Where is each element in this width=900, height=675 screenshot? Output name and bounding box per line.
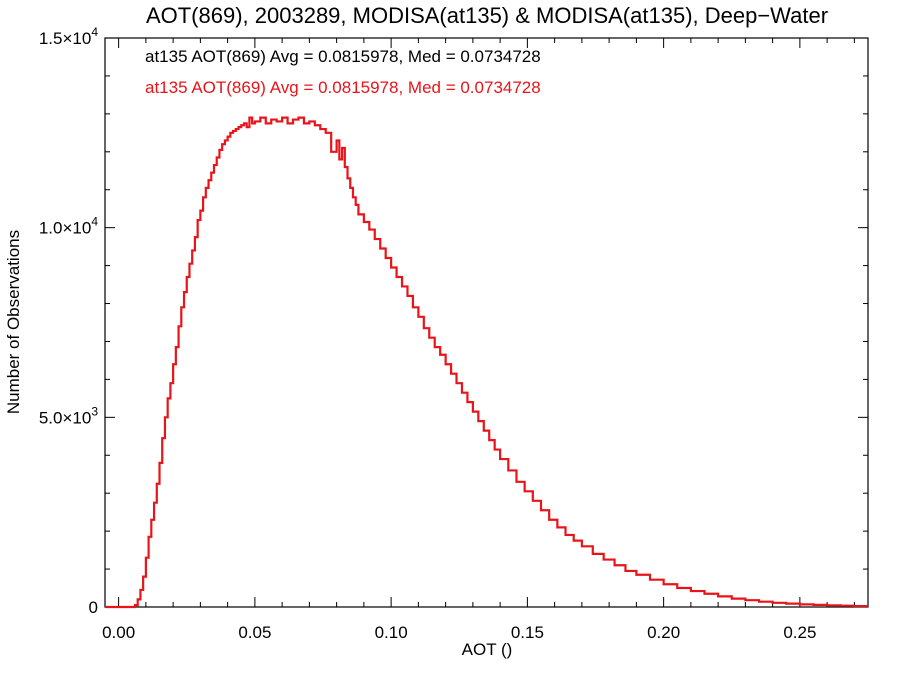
x-tick-label: 0.00 [102, 623, 135, 642]
y-tick-label: 0 [89, 598, 98, 617]
x-tick-label: 0.20 [647, 623, 680, 642]
y-tick-label: 1.0×104 [39, 215, 98, 238]
y-axis-label: Number of Observations [4, 230, 23, 414]
x-tick-label: 0.15 [511, 623, 544, 642]
plot-frame [104, 37, 869, 608]
x-tick-label: 0.05 [238, 623, 271, 642]
y-tick-label: 1.5×104 [39, 25, 98, 48]
chart-title: AOT(869), 2003289, MODISA(at135) & MODIS… [146, 3, 828, 28]
x-axis-ticks: 0.00 0.05 0.10 0.15 0.20 0.25 [102, 38, 855, 642]
series-layer [105, 116, 868, 609]
annotation-line-2: at135 AOT(869) Avg = 0.0815978, Med = 0.… [145, 78, 541, 97]
y-tick-label: 5.0×103 [39, 404, 98, 427]
annotation-line-1: at135 AOT(869) Avg = 0.0815978, Med = 0.… [145, 47, 541, 66]
x-tick-label: 0.10 [375, 623, 408, 642]
x-axis-label: AOT () [462, 640, 513, 659]
y-axis-ticks: 0 5.0×103 1.0×104 1.5×104 [39, 25, 868, 617]
histogram-series-line [105, 116, 868, 609]
x-tick-label: 0.25 [783, 623, 816, 642]
